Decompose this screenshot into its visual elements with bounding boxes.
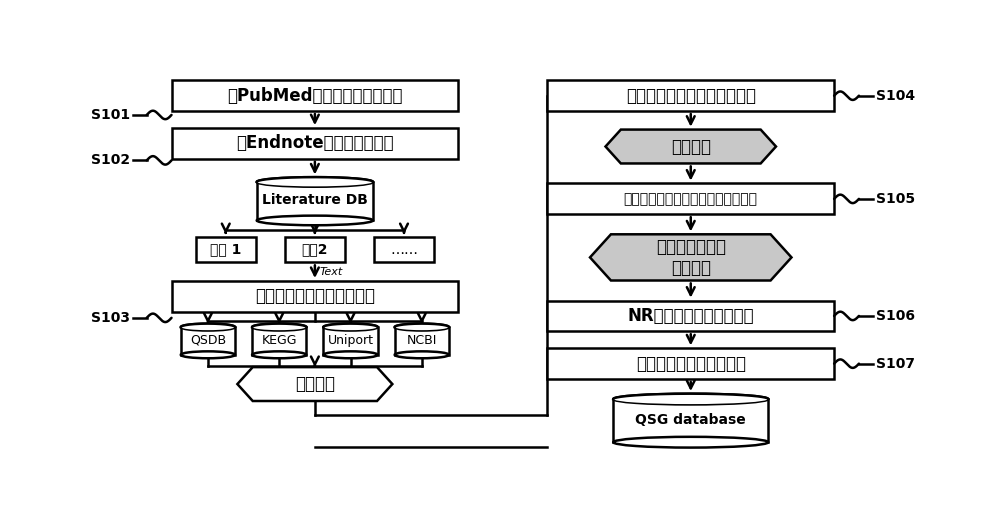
- Text: ……: ……: [390, 243, 418, 257]
- Ellipse shape: [181, 351, 235, 359]
- Bar: [181, 327, 235, 355]
- Bar: [172, 128, 458, 159]
- Text: S106: S106: [876, 309, 915, 323]
- Bar: [172, 281, 458, 312]
- Bar: [547, 300, 834, 332]
- Text: 初始序列: 初始序列: [295, 375, 335, 393]
- Text: Text: Text: [320, 267, 343, 277]
- Ellipse shape: [395, 324, 449, 330]
- Bar: [323, 327, 378, 355]
- Text: NCBI: NCBI: [407, 334, 437, 347]
- Text: KEGG: KEGG: [261, 334, 297, 347]
- Text: NR数据库中搜索同源序列: NR数据库中搜索同源序列: [627, 307, 754, 325]
- Text: 从PubMed中下载信号相关文献: 从PubMed中下载信号相关文献: [227, 87, 403, 105]
- Ellipse shape: [257, 177, 373, 186]
- Text: 信号 1: 信号 1: [210, 243, 241, 257]
- Ellipse shape: [614, 394, 768, 404]
- Bar: [547, 348, 834, 379]
- Text: QSG database: QSG database: [635, 412, 746, 427]
- Ellipse shape: [257, 177, 373, 187]
- Text: 基于注释和分级进行筛选: 基于注释和分级进行筛选: [636, 355, 746, 373]
- Text: S102: S102: [91, 153, 130, 167]
- Bar: [547, 184, 834, 214]
- Bar: [252, 327, 306, 355]
- Text: S103: S103: [91, 311, 130, 325]
- Ellipse shape: [257, 215, 373, 225]
- Text: 信号2: 信号2: [302, 243, 328, 257]
- Bar: [547, 80, 834, 111]
- Ellipse shape: [324, 324, 377, 330]
- Ellipse shape: [181, 324, 235, 331]
- Polygon shape: [590, 234, 792, 280]
- Bar: [613, 399, 768, 442]
- Ellipse shape: [613, 394, 768, 404]
- Bar: [285, 237, 345, 262]
- Bar: [374, 237, 434, 262]
- Polygon shape: [237, 367, 392, 401]
- Ellipse shape: [181, 324, 235, 330]
- Text: Uniport: Uniport: [328, 334, 374, 347]
- Ellipse shape: [323, 324, 378, 331]
- Bar: [257, 182, 373, 221]
- Bar: [172, 80, 458, 111]
- Ellipse shape: [395, 351, 449, 359]
- Text: 在Endnote中手动分类文献: 在Endnote中手动分类文献: [236, 135, 394, 153]
- Text: QSDB: QSDB: [190, 334, 226, 347]
- Text: 去除重复序列对序列进行聚类: 去除重复序列对序列进行聚类: [626, 87, 756, 105]
- Bar: [395, 327, 449, 355]
- Text: S105: S105: [876, 192, 915, 206]
- Ellipse shape: [613, 437, 768, 448]
- Ellipse shape: [252, 324, 306, 331]
- Text: S104: S104: [876, 89, 915, 103]
- Ellipse shape: [323, 351, 378, 359]
- Ellipse shape: [252, 324, 306, 330]
- Ellipse shape: [252, 351, 306, 359]
- Text: S107: S107: [876, 356, 915, 371]
- Text: 比对保守区域并构建隐马尔可夫模型: 比对保守区域并构建隐马尔可夫模型: [624, 192, 758, 206]
- Text: 利用信号相关酶关键词搜索: 利用信号相关酶关键词搜索: [255, 287, 375, 305]
- Text: S101: S101: [91, 108, 130, 122]
- Text: Literature DB: Literature DB: [262, 193, 368, 207]
- Ellipse shape: [395, 324, 449, 331]
- Text: 种子序列: 种子序列: [671, 137, 711, 156]
- Text: 蛋白质保守区域
序列模型: 蛋白质保守区域 序列模型: [656, 238, 726, 277]
- Polygon shape: [606, 129, 776, 164]
- Bar: [196, 237, 256, 262]
